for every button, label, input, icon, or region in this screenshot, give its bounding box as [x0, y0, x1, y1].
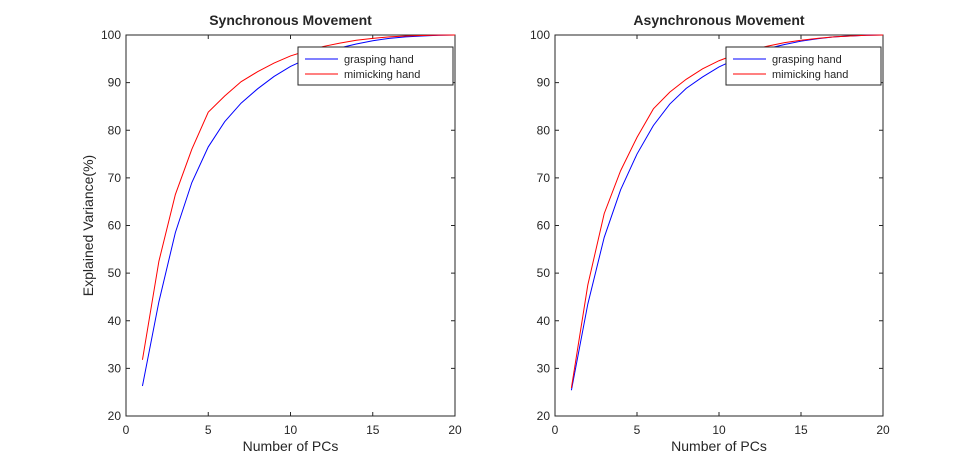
x-tick-label: 10: [712, 423, 726, 437]
y-axis-label: Explained Variance(%): [80, 155, 96, 296]
x-tick-label: 15: [366, 423, 380, 437]
y-tick-label: 80: [537, 123, 551, 137]
legend-label: grasping hand: [344, 54, 414, 66]
y-tick-label: 90: [108, 76, 122, 90]
y-tick-label: 40: [537, 314, 551, 328]
legend-label: grasping hand: [772, 54, 842, 66]
legend-label: mimicking hand: [344, 69, 420, 81]
chart-title: Synchronous Movement: [209, 12, 372, 28]
x-tick-label: 20: [448, 423, 462, 437]
y-tick-label: 20: [537, 409, 551, 423]
legend-box: [725, 46, 882, 86]
y-tick-label: 30: [108, 361, 122, 375]
x-tick-label: 10: [284, 423, 298, 437]
y-tick-label: 30: [537, 361, 551, 375]
x-tick-label: 0: [123, 423, 130, 437]
y-tick-label: 100: [101, 28, 121, 42]
legend: grasping hand mimicking hand: [297, 46, 454, 86]
y-tick-label: 70: [108, 171, 122, 185]
plot-area: [125, 34, 456, 417]
legend-label: mimicking hand: [772, 69, 848, 81]
y-tick-label: 20: [108, 409, 122, 423]
x-axis-label: Number of PCs: [671, 438, 767, 454]
plot-area: [554, 34, 884, 417]
y-tick-label: 60: [108, 219, 122, 233]
y-tick-label: 100: [530, 28, 550, 42]
y-tick-label: 50: [537, 266, 551, 280]
y-tick-label: 80: [108, 123, 122, 137]
x-tick-label: 5: [634, 423, 641, 437]
x-tick-label: 0: [552, 423, 559, 437]
y-tick-label: 60: [537, 219, 551, 233]
legend: grasping hand mimicking hand: [725, 46, 882, 86]
y-tick-label: 40: [108, 314, 122, 328]
y-tick-label: 50: [108, 266, 122, 280]
x-tick-label: 15: [794, 423, 808, 437]
x-axis-label: Number of PCs: [243, 438, 339, 454]
y-tick-label: 90: [537, 76, 551, 90]
chart-panel-2: 0 5 10 15 20 20 30 40 50 60 70 80 90 100 Asynchronous …: [530, 12, 890, 454]
chart-title: Asynchronous Movement: [633, 12, 804, 28]
x-tick-label: 20: [876, 423, 890, 437]
legend-box: [297, 46, 454, 86]
x-tick-label: 5: [205, 423, 212, 437]
chart-panel-1: 0 5 10 15 20 20 30 40 50 60 70 80 90 100 Synchronous M…: [80, 12, 462, 454]
y-tick-label: 70: [537, 171, 551, 185]
